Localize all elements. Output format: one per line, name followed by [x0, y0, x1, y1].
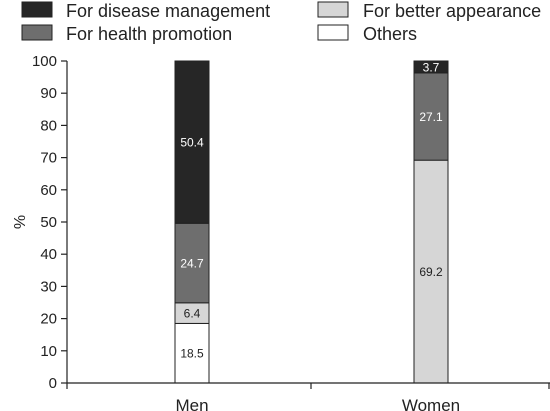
legend-swatch-for-health-promotion: [21, 24, 53, 41]
bar-men-for-disease-management: [174, 60, 210, 224]
y-tick-label: 0: [49, 375, 57, 392]
data-label-men-for-health-promotion: 24.7: [180, 257, 204, 271]
y-tick-label: 20: [40, 311, 57, 328]
bar-men-for-health-promotion: [174, 222, 210, 304]
bar-women-for-better-appearance: [413, 159, 449, 384]
y-axis-label: %: [10, 215, 27, 229]
data-label-men-for-better-appearance: 6.4: [184, 307, 201, 321]
legend-swatch-for-disease-management: [21, 1, 53, 18]
y-tick-label: 90: [40, 85, 57, 102]
bar-men-others: [174, 322, 210, 384]
y-tick-label: 40: [40, 246, 57, 263]
bar-women-for-disease-management: [413, 60, 449, 74]
data-label-women-for-health-promotion: 27.1: [419, 110, 443, 124]
data-label-men-others: 18.5: [180, 347, 204, 361]
y-tick-label: 50: [40, 214, 57, 231]
legend-swatch-others: [317, 24, 349, 41]
data-label-women-for-better-appearance: 69.2: [419, 265, 443, 279]
data-label-women-for-disease-management: 3.7: [423, 60, 440, 74]
legend-label-for-disease-management: For disease management: [66, 1, 270, 21]
x-axis: Men Women: [66, 382, 550, 411]
y-axis: 0 10 20 30 40 50 60 70 80 90 100: [32, 53, 68, 392]
y-tick-label: 80: [40, 117, 57, 134]
y-tick-label: 70: [40, 150, 57, 167]
legend-label-for-health-promotion: For health promotion: [66, 24, 232, 44]
legend-swatch-for-better-appearance: [317, 1, 349, 18]
data-label-men-for-disease-management: 50.4: [180, 136, 204, 150]
bars: 18.5 6.4 24.7 50.4 69.2 27.1 3.7: [174, 60, 449, 384]
y-tick-label: 60: [40, 182, 57, 199]
x-tick-label-men: Men: [175, 396, 208, 411]
legend: For disease management For better appeara…: [21, 1, 541, 44]
y-tick-label: 100: [32, 53, 57, 70]
legend-label-others: Others: [363, 24, 417, 44]
legend-label-for-better-appearance: For better appearance: [363, 1, 541, 21]
y-tick-label: 30: [40, 278, 57, 295]
bar-women-for-health-promotion: [413, 72, 449, 161]
x-tick-label-women: Women: [402, 396, 460, 411]
y-tick-label: 10: [40, 343, 57, 360]
